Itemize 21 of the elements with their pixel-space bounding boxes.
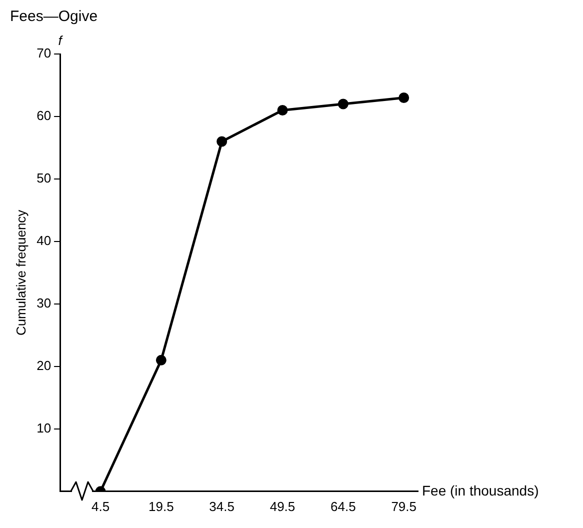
x-tick-label: 19.5 [148,498,174,514]
x-tick-label: 79.5 [391,498,416,514]
point [277,104,288,116]
y-tick-label: 40 [36,233,52,248]
x-tick-label: 64.5 [330,498,356,514]
y-tick-label: 30 [36,296,52,311]
y-tick-label: 60 [36,108,52,124]
y-tick-label: 50 [36,170,52,186]
x-tick-label: 34.5 [209,498,234,514]
x-axis-title: Fee (in thousands) [422,482,539,498]
text: f [58,33,64,48]
x-tick-label: 4.5 [91,498,110,514]
point [338,98,348,110]
chart-title: Fees—Ogive [10,8,98,26]
y-axis-title: Cumulative frequency [13,209,28,336]
y-tick-label: 70 [36,46,52,61]
x-tick-label: 49.5 [270,498,296,514]
y-tick-label: 10 [36,420,52,436]
point [398,92,410,103]
y-tick-label: 20 [36,358,52,374]
point [216,136,228,147]
